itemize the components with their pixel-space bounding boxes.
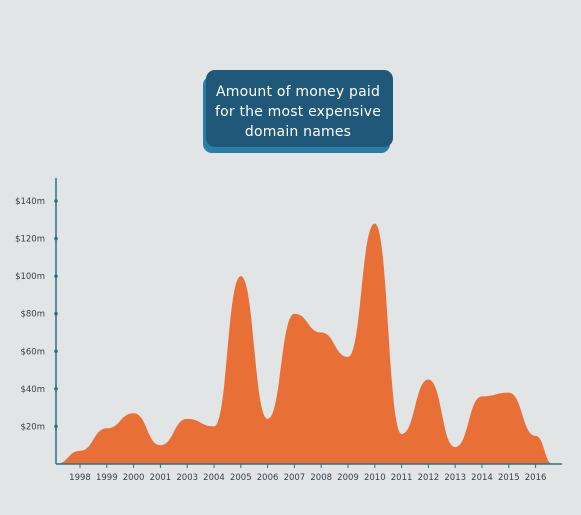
chart-title-line-2: for the most expensive bbox=[214, 104, 382, 120]
chart-title-line-3: domain names bbox=[244, 124, 352, 140]
y-tick-label: $20m bbox=[20, 422, 45, 432]
y-tick-label: $140m bbox=[15, 197, 45, 207]
x-tick-label: 2000 bbox=[123, 473, 145, 483]
chart-title-line-1: Amount of money paid bbox=[215, 84, 381, 100]
y-tick-mark bbox=[54, 199, 58, 203]
x-tick-label: 1998 bbox=[69, 473, 91, 483]
x-tick-label: 2010 bbox=[364, 473, 386, 483]
y-tick-mark bbox=[54, 311, 58, 316]
x-tick-label: 2014 bbox=[471, 473, 493, 483]
y-tick-mark bbox=[54, 274, 58, 278]
x-tick-label: 2003 bbox=[176, 473, 198, 483]
y-tick-label: $120m bbox=[15, 235, 45, 245]
x-tick-label: 2016 bbox=[525, 473, 547, 483]
chart-title: Amount of money paid for the most expens… bbox=[203, 82, 393, 142]
x-tick-label: 2006 bbox=[257, 473, 279, 483]
x-tick-label: 2004 bbox=[203, 473, 225, 483]
x-tick-label: 2009 bbox=[337, 473, 359, 483]
y-tick-mark bbox=[54, 349, 58, 354]
x-tick-label: 2011 bbox=[391, 473, 413, 483]
y-tick-label: $80m bbox=[20, 310, 45, 320]
y-tick-mark bbox=[54, 387, 58, 391]
y-tick-label: $100m bbox=[15, 272, 45, 282]
x-tick-label: 2001 bbox=[150, 473, 172, 483]
title-badge-shape bbox=[203, 70, 393, 153]
x-tick-label: 2007 bbox=[284, 473, 306, 483]
x-tick-label: 1999 bbox=[96, 473, 118, 483]
x-tick-label: 2015 bbox=[498, 473, 520, 483]
y-tick-mark bbox=[54, 424, 58, 429]
x-tick-label: 2013 bbox=[444, 473, 466, 483]
y-tick-label: $40m bbox=[20, 385, 45, 395]
x-tick-label: 2012 bbox=[418, 473, 440, 483]
area-series bbox=[56, 223, 553, 464]
x-tick-label: 2008 bbox=[310, 473, 332, 483]
y-tick-label: $60m bbox=[20, 347, 45, 357]
x-tick-label: 2005 bbox=[230, 473, 252, 483]
y-tick-mark bbox=[54, 236, 58, 241]
chart-title-badge: Amount of money paid for the most expens… bbox=[203, 70, 393, 153]
